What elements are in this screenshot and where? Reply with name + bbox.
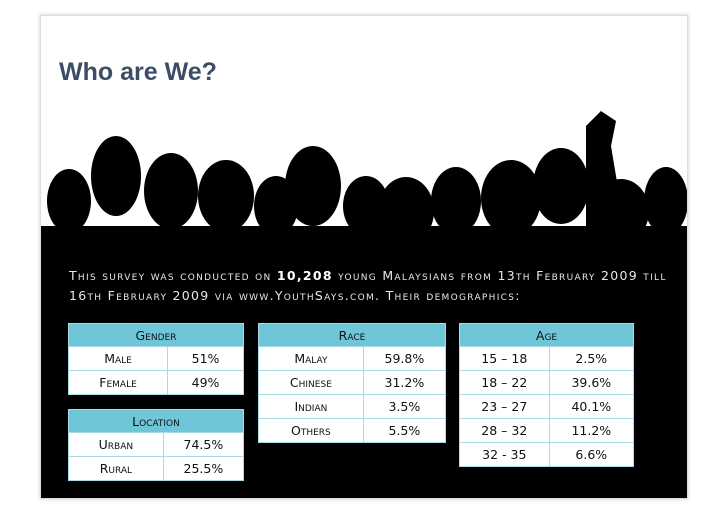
slide: Who are We? This survey was conducted on… (40, 15, 688, 499)
slide-title: Who are We? (59, 58, 217, 86)
table-row: 23 – 27 40.1% (459, 394, 635, 419)
intro-text: This survey was conducted on 10,208 youn… (69, 266, 669, 306)
demographics-table: Race Malay 59.8% Chinese 31.2% Indian 3.5% Othe… (258, 323, 447, 443)
percentage: 74.5% (162, 432, 245, 457)
demographics-table: Age 15 – 18 2.5% 18 – 22 39.6% 23 – 27 40.1% 28… (459, 323, 635, 467)
percentage: 59.8% (362, 346, 447, 371)
category: 23 – 27 (459, 394, 550, 419)
table-title: Age (459, 323, 634, 347)
header-row: Gender (68, 323, 244, 347)
category: Female (67, 370, 169, 395)
table-row: Chinese 31.2% (258, 370, 447, 395)
table-title: Race (258, 323, 446, 347)
percentage: 5.5% (362, 418, 447, 443)
table-title: Gender (68, 323, 244, 347)
category: Male (67, 346, 169, 371)
table-row: Urban 74.5% (68, 432, 245, 457)
table-row: Others 5.5% (258, 418, 447, 443)
table-title: Location (68, 409, 244, 433)
table-row: Malay 59.8% (258, 346, 447, 371)
table-row: Female 49% (67, 370, 244, 395)
table-row: 32 - 35 6.6% (459, 442, 635, 467)
demographics-table: Location Urban 74.5% Rural 25.5% (68, 409, 245, 481)
header-row: Age (459, 323, 634, 347)
header-row: Race (258, 323, 446, 347)
header-row: Location (68, 409, 244, 433)
category: Chinese (258, 370, 364, 395)
table-row: 15 – 18 2.5% (459, 346, 635, 371)
category: Malay (258, 346, 364, 371)
intro-after: young Malaysians from 13th February 2009… (69, 268, 667, 303)
percentage: 11.2% (548, 418, 635, 443)
category: 28 – 32 (459, 418, 550, 443)
percentage: 49% (167, 370, 244, 395)
percentage: 39.6% (548, 370, 635, 395)
category: Urban (68, 432, 164, 457)
percentage: 51% (167, 346, 244, 371)
percentage: 3.5% (362, 394, 447, 419)
category: 32 - 35 (459, 442, 550, 467)
category: 15 – 18 (459, 346, 550, 371)
intro-before: This survey was conducted on (69, 268, 277, 283)
percentage: 25.5% (162, 456, 245, 481)
percentage: 6.6% (548, 442, 635, 467)
crowd-silhouette (41, 111, 687, 246)
category: Rural (68, 456, 164, 481)
percentage: 40.1% (548, 394, 635, 419)
table-row: Male 51% (67, 346, 244, 371)
demographics-table: Gender Male 51% Female 49% (67, 323, 244, 395)
table-row: 18 – 22 39.6% (459, 370, 635, 395)
intro-highlight: 10,208 (276, 268, 333, 283)
table-row: 28 – 32 11.2% (459, 418, 635, 443)
category: Indian (258, 394, 364, 419)
category: Others (258, 418, 364, 443)
table-row: Rural 25.5% (68, 456, 245, 481)
percentage: 2.5% (548, 346, 635, 371)
category: 18 – 22 (459, 370, 550, 395)
table-row: Indian 3.5% (258, 394, 447, 419)
percentage: 31.2% (362, 370, 447, 395)
